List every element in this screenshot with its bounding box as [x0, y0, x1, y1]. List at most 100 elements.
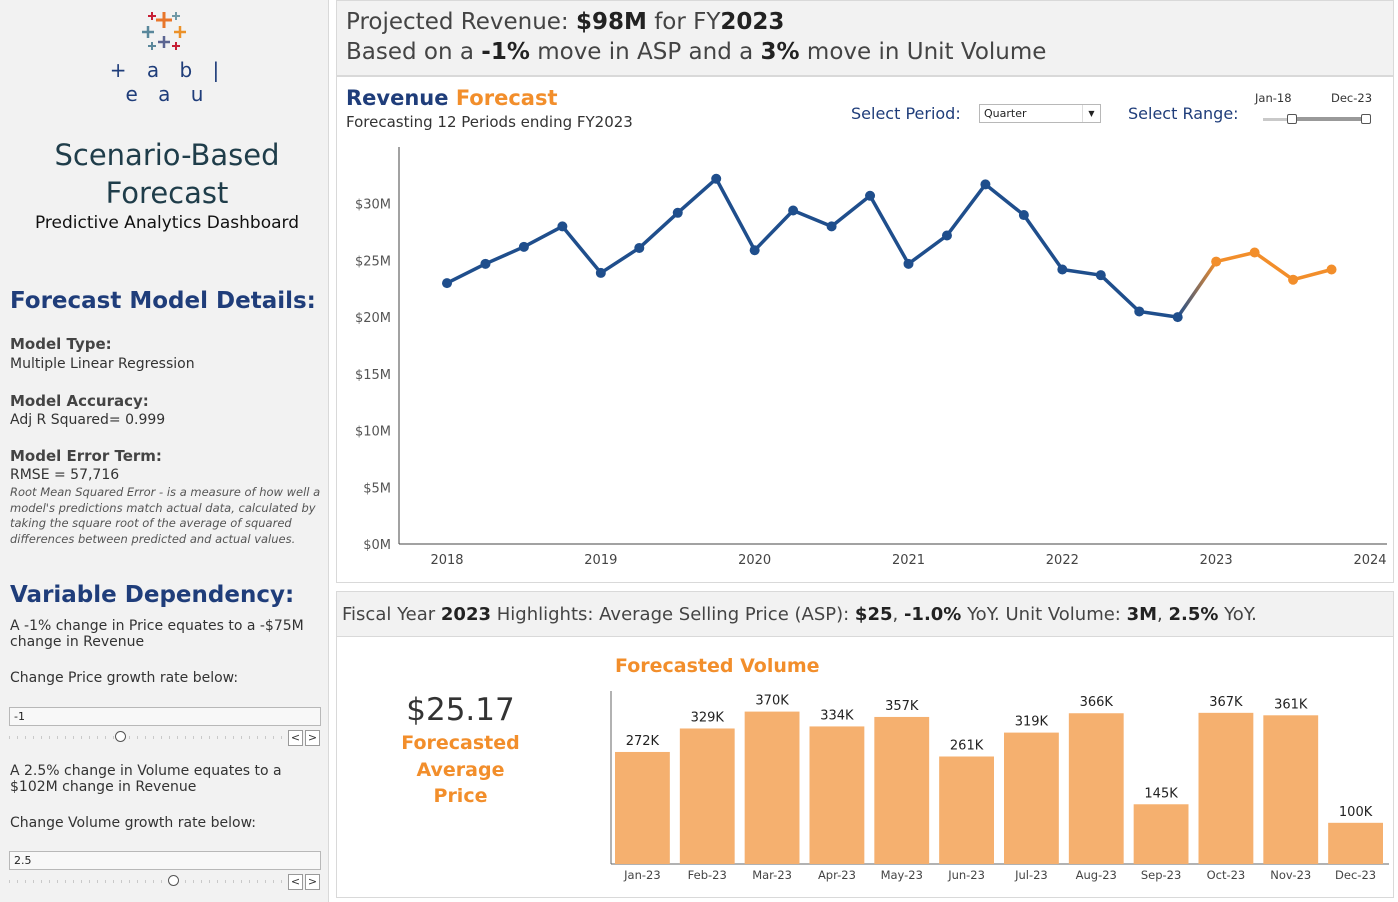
forecast-revenue-point: [1288, 274, 1299, 285]
price-step-prev-button[interactable]: <: [288, 730, 303, 746]
volume-growth-slider[interactable]: [9, 874, 285, 888]
variable-dependency-heading: Variable Dependency:: [10, 582, 295, 608]
volume-category-label: May-23: [881, 868, 923, 882]
dashboard-title: Scenario-Based Forecast: [0, 136, 334, 212]
hl-text: Fiscal Year: [342, 604, 441, 625]
model-error-description: Root Mean Squared Error - is a measure o…: [10, 485, 321, 546]
forecast-revenue-point: [1326, 264, 1337, 275]
asp-label-line: Price: [433, 785, 488, 807]
volume-bar: [1328, 822, 1383, 864]
y-tick-label: $5M: [363, 481, 391, 496]
forecast-revenue-point: [1249, 247, 1260, 258]
volume-category-label: Nov-23: [1270, 868, 1311, 882]
actual-revenue-point: [788, 205, 799, 216]
volume-category-label: Sep-23: [1141, 868, 1181, 882]
select-range-label: Select Range:: [1128, 104, 1239, 123]
header-revenue-value: $98M: [575, 9, 647, 35]
model-error-value: RMSE = 57,716: [10, 467, 120, 483]
volume-step-prev-button[interactable]: <: [288, 874, 303, 890]
hl-text: ,: [892, 604, 904, 625]
volume-category-label: Jul-23: [1014, 868, 1048, 882]
model-type-value: Multiple Linear Regression: [10, 356, 195, 372]
hl-volume: 3M: [1126, 604, 1158, 625]
range-start-handle[interactable]: [1287, 114, 1297, 124]
actual-revenue-point: [826, 221, 837, 232]
forecasted-asp-value: $25.17: [406, 692, 515, 728]
fiscal-year-highlights: Fiscal Year 2023 Highlights: Average Sel…: [336, 591, 1394, 637]
volume-data-label: 334K: [820, 708, 854, 723]
highlights-text: Fiscal Year 2023 Highlights: Average Sel…: [342, 604, 1257, 625]
revenue-line-chart: $0M $5M $10M $15M $20M $25M $30M 2018 2019 2020 20…: [355, 147, 1387, 568]
volume-growth-input[interactable]: 2.5: [9, 851, 321, 870]
header-year: 2023: [720, 9, 785, 35]
model-accuracy-value: Adj R Squared= 0.999: [10, 412, 166, 428]
volume-data-label: 319K: [1015, 715, 1049, 730]
actual-revenue-point: [634, 242, 645, 253]
chevron-down-icon[interactable]: ▼: [1082, 105, 1100, 122]
actual-revenue-point: [480, 258, 491, 269]
forecast-revenue-line: [1215, 250, 1332, 282]
volume-category-label: Feb-23: [688, 868, 727, 882]
x-tick-label: 2018: [430, 553, 463, 568]
volume-category-label: Mar-23: [752, 868, 792, 882]
model-error-label: Model Error Term:: [10, 447, 162, 465]
price-prompt: Change Price growth rate below:: [10, 670, 239, 686]
volume-data-label: 361K: [1274, 697, 1308, 712]
volume-bar: [1004, 732, 1059, 864]
volume-data-label: 366K: [1080, 695, 1114, 710]
volume-step-next-button[interactable]: >: [305, 874, 320, 890]
volume-slider-knob[interactable]: [168, 875, 179, 886]
y-tick-label: $20M: [355, 311, 391, 326]
volume-data-label: 145K: [1144, 786, 1178, 801]
header-text: move in ASP and a: [529, 39, 761, 65]
hl-text: YoY.: [1218, 604, 1257, 625]
x-tick-label: 2021: [892, 553, 925, 568]
hl-text: ,: [1157, 604, 1169, 625]
range-slider[interactable]: [1263, 114, 1371, 126]
volume-data-label: 329K: [691, 710, 725, 725]
price-step-next-button[interactable]: >: [305, 730, 320, 746]
y-tick-label: $15M: [355, 368, 391, 383]
x-tick-label: 2019: [584, 553, 617, 568]
actual-revenue-point: [1134, 306, 1145, 317]
volume-data-label: 261K: [950, 738, 984, 753]
revenue-chart-subtitle: Forecasting 12 Periods ending FY2023: [346, 113, 633, 131]
tableau-logo: + a b | e a u: [98, 8, 238, 106]
volume-bar: [1068, 713, 1124, 864]
asp-label-line: Average: [416, 758, 505, 781]
price-slider-knob[interactable]: [115, 731, 126, 742]
hl-asp-yoy: -1.0%: [903, 604, 962, 625]
actual-revenue-point: [1057, 264, 1068, 275]
header-volume-move: 3%: [760, 39, 800, 65]
forecasted-volume-bar-chart: 272K Jan-23 329K Feb-23 370K Mar-23 334K Apr-23…: [610, 691, 1389, 882]
model-type-label: Model Type:: [10, 335, 112, 353]
x-tick-label: 2023: [1200, 553, 1233, 568]
period-dropdown[interactable]: Quarter ▼: [979, 104, 1101, 123]
revenue-chart-title: Revenue Forecast: [346, 86, 558, 110]
model-accuracy-label: Model Accuracy:: [10, 392, 149, 410]
volume-bar: [1198, 712, 1254, 864]
range-end-label: Dec-23: [1331, 91, 1373, 105]
tableau-logo-icon: [142, 12, 186, 50]
actual-revenue-point: [595, 267, 606, 278]
volume-category-label: Aug-23: [1076, 868, 1117, 882]
hl-volume-yoy: 2.5%: [1168, 604, 1219, 625]
range-start-label: Jan-18: [1255, 91, 1292, 105]
volume-category-label: Oct-23: [1207, 868, 1246, 882]
volume-bar: [939, 756, 994, 864]
volume-bar: [874, 716, 930, 864]
actual-revenue-point: [672, 207, 683, 218]
price-growth-input[interactable]: -1: [9, 707, 321, 726]
volume-bar: [809, 726, 865, 864]
tableau-wordmark: + a b | e a u: [109, 58, 227, 106]
dashboard-title-line1: Scenario-Based: [54, 138, 280, 172]
volume-bar: [679, 728, 735, 864]
volume-data-label: 100K: [1339, 805, 1373, 820]
model-details-heading: Forecast Model Details:: [10, 288, 316, 314]
hl-text: YoY. Unit Volume:: [961, 604, 1127, 625]
range-end-handle[interactable]: [1361, 114, 1371, 124]
header-text: for FY: [646, 9, 721, 35]
price-growth-slider[interactable]: [9, 730, 285, 744]
volume-category-label: Jan-23: [623, 868, 661, 882]
header-line-1: Projected Revenue: $98M for FY2023: [346, 9, 784, 35]
